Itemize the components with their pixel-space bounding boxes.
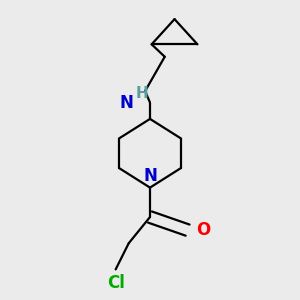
Text: Cl: Cl [107, 274, 124, 292]
Text: N: N [120, 94, 134, 112]
Text: O: O [196, 221, 210, 239]
Text: N: N [143, 167, 157, 185]
Text: H: H [135, 86, 148, 101]
